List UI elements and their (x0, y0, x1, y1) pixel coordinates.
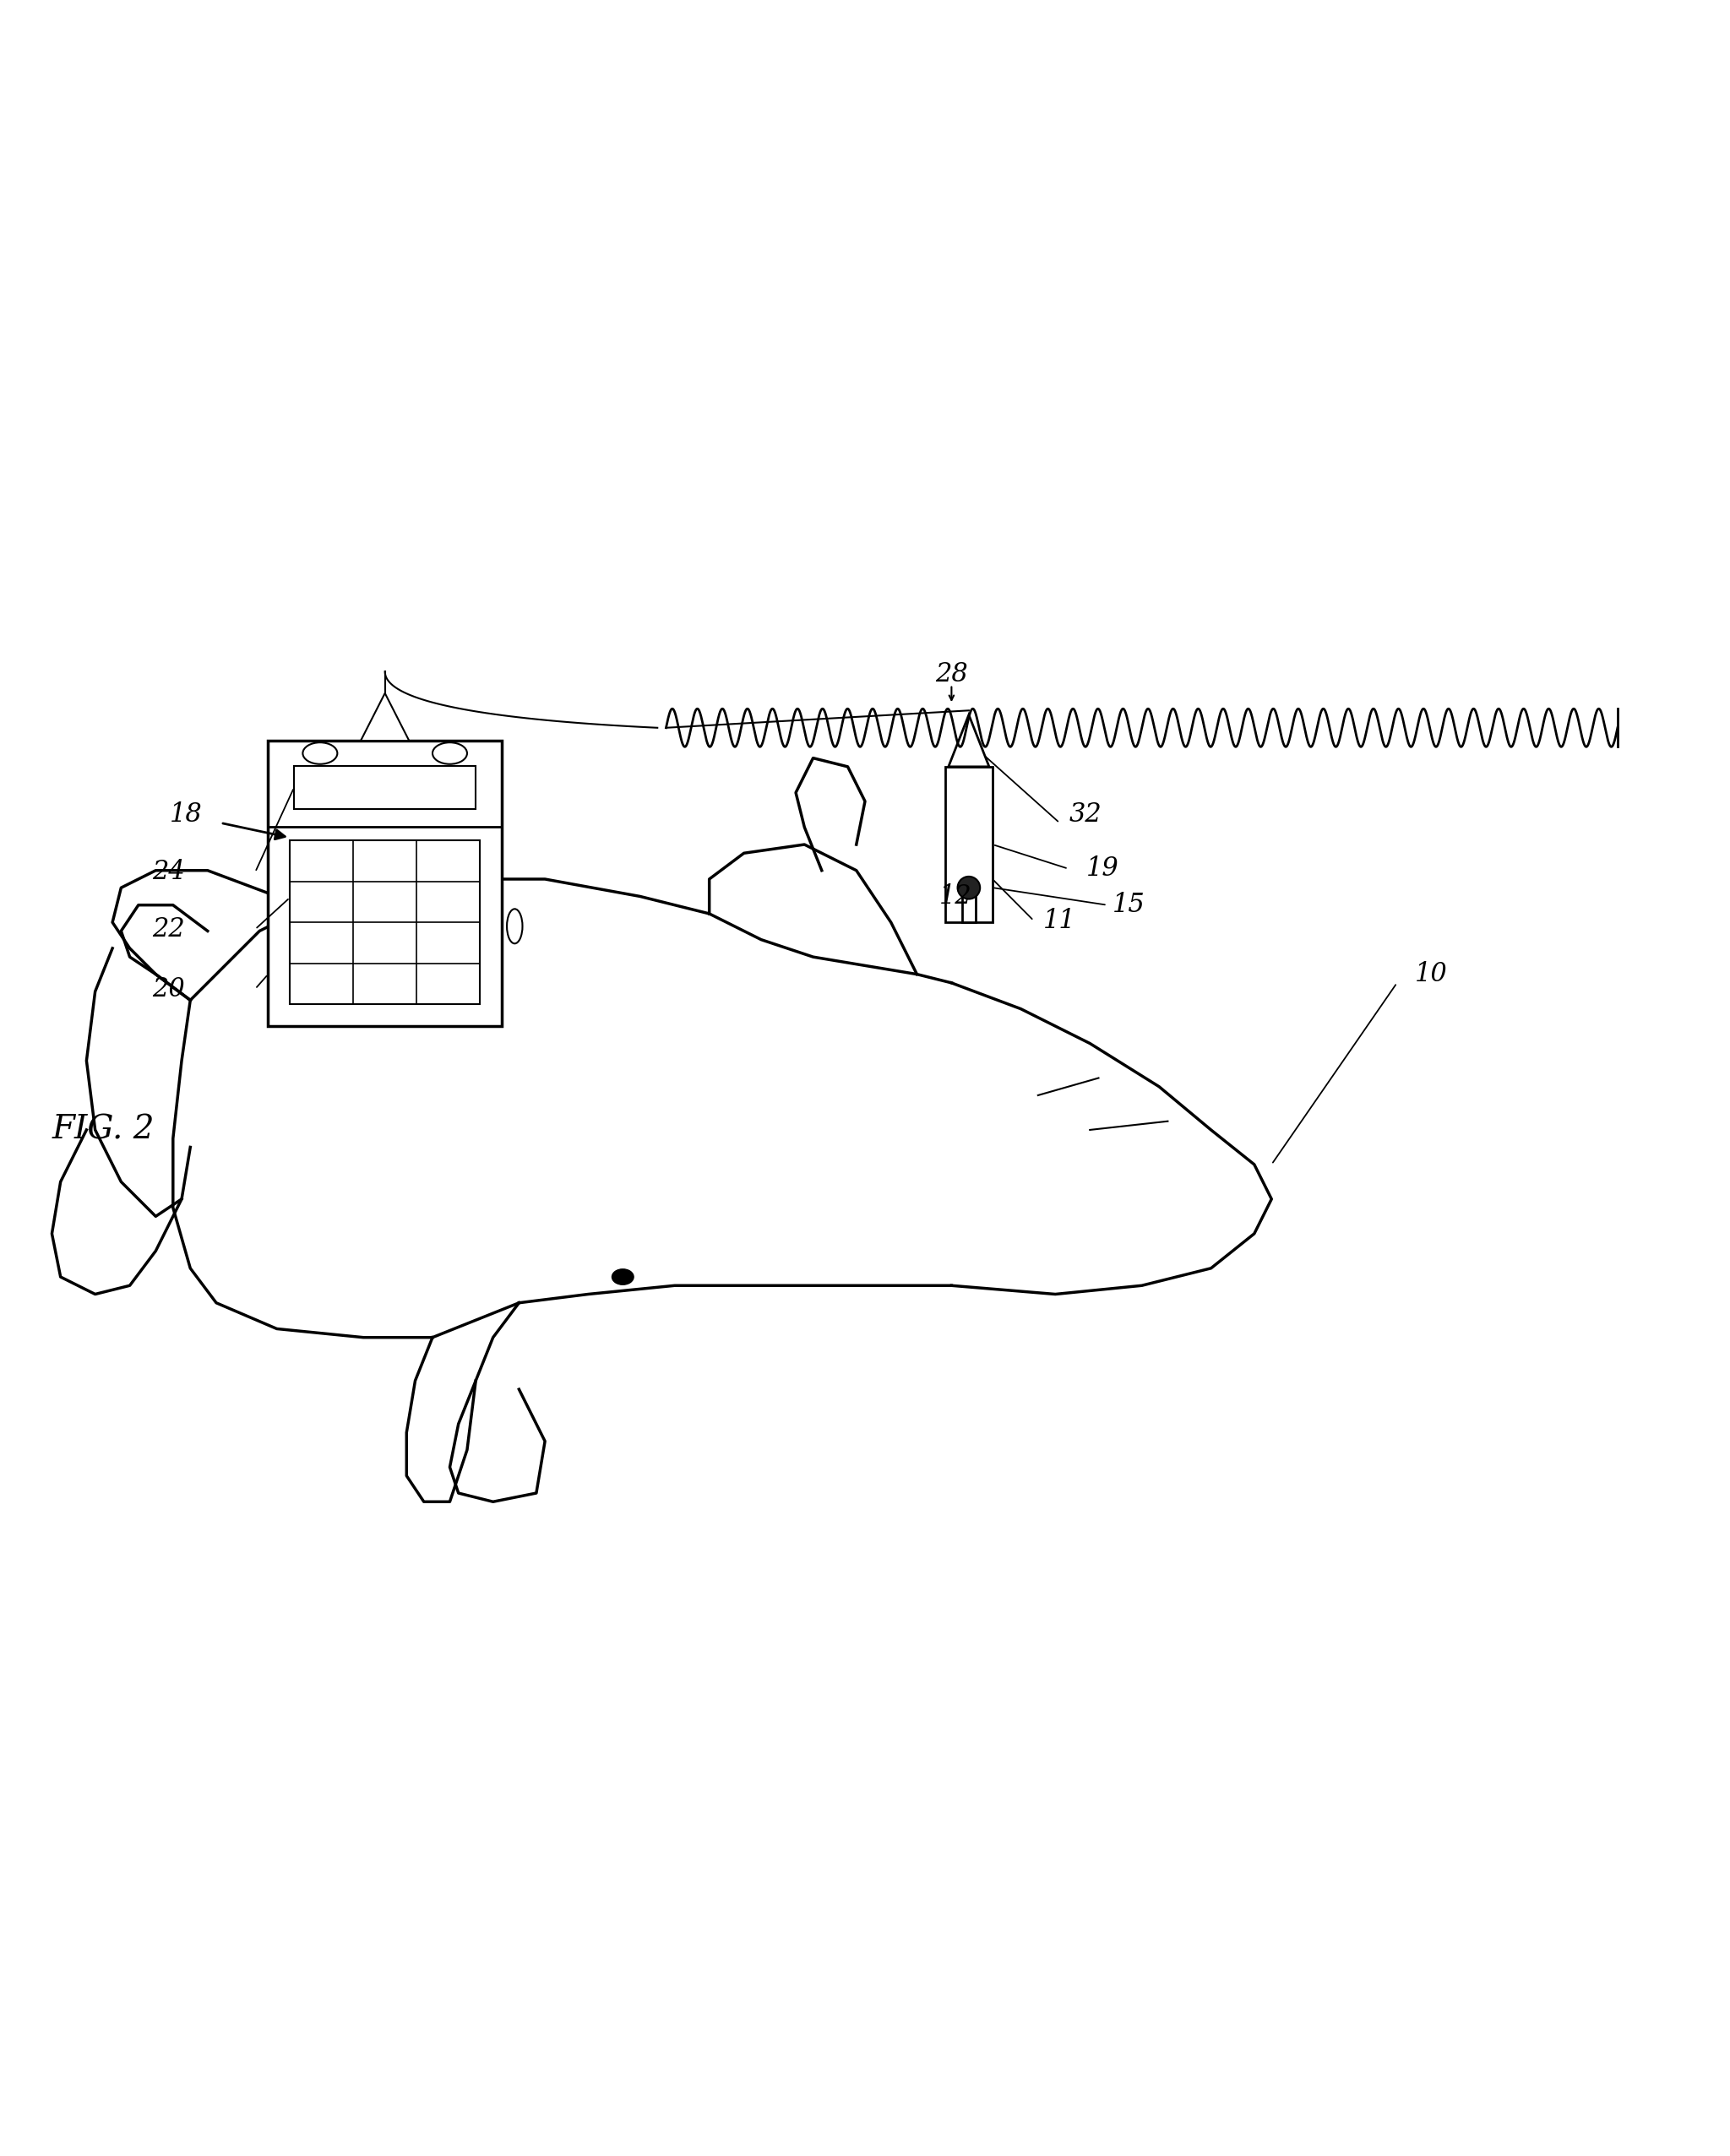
Polygon shape (360, 694, 410, 742)
Text: 19: 19 (1086, 856, 1119, 882)
Bar (294, 765, 476, 808)
Circle shape (958, 877, 979, 899)
Ellipse shape (303, 742, 337, 763)
Text: 24: 24 (152, 858, 185, 886)
Text: 10: 10 (1415, 962, 1448, 987)
Bar (962, 888, 976, 923)
Ellipse shape (612, 1270, 633, 1285)
Polygon shape (948, 716, 990, 768)
Ellipse shape (507, 910, 522, 944)
Text: 11: 11 (1043, 908, 1076, 934)
Ellipse shape (432, 742, 467, 763)
Text: 20: 20 (152, 977, 185, 1003)
Bar (291, 841, 481, 1005)
Text: 12: 12 (939, 884, 972, 910)
Text: 32: 32 (1069, 802, 1102, 828)
Text: 28: 28 (936, 662, 967, 688)
Text: FIG. 2: FIG. 2 (52, 1115, 154, 1145)
Bar (945, 768, 993, 923)
Text: 22: 22 (152, 916, 185, 942)
Text: 15: 15 (1112, 893, 1145, 918)
Text: 18: 18 (170, 802, 202, 828)
Bar (268, 742, 502, 1026)
